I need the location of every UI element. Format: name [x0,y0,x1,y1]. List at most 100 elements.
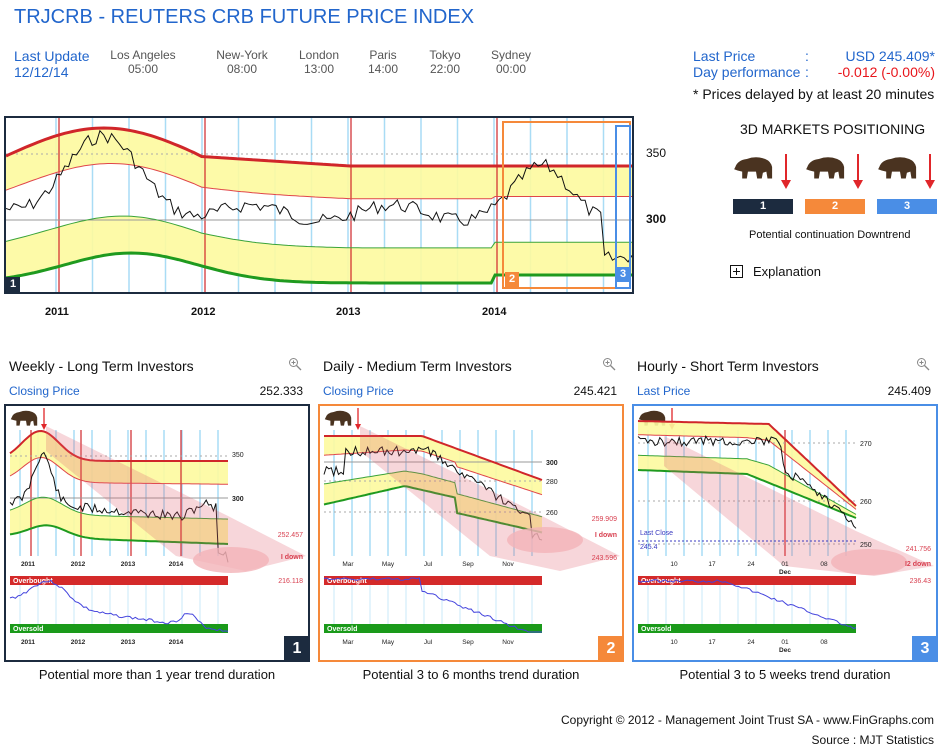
overbought-bar [324,576,542,585]
oscillator-line [323,577,542,633]
panel-title: Weekly - Long Term Investors [9,358,194,374]
x-tick-label: 24 [747,561,755,568]
price-line [9,451,229,563]
main-x-tick-2013: 2013 [336,306,361,318]
city-clock-los-angeles: Los Angeles 05:00 [98,48,188,76]
oscillator-x-tick: 08 [820,639,828,646]
lower-band-fill [6,216,632,283]
down-arrow-icon [781,154,791,189]
horizon-2-badge: 2 [805,199,865,214]
city-clock-paris: Paris 14:00 [338,48,428,76]
overbought-bar [10,576,228,585]
zoom-in-icon[interactable] [288,357,302,371]
horizon-3-badge: 3 [877,199,937,214]
last-price-value: USD 245.409* [845,48,935,64]
x-tick-label: Jul [424,561,433,568]
delay-note: * Prices delayed by at least 20 minutes [693,86,935,102]
target-low-value: 243.596 [592,555,617,562]
last-update-date: 12/12/14 [14,64,69,80]
target-zone [831,549,907,575]
overbought-label: Overbought [13,578,53,585]
source: Source : MJT Statistics [811,733,934,747]
panel-title: Hourly - Short Term Investors [637,358,819,374]
positioning-title: 3D MARKETS POSITIONING [740,121,926,137]
panel-caption: Potential 3 to 6 months trend duration [362,667,580,682]
main-chart[interactable] [4,116,634,294]
lower-band-fill [638,455,856,518]
y-tick-label: 270 [860,441,872,448]
oscillator-x-tick: 2011 [21,639,35,646]
upper-inner-line [6,163,632,200]
panel-number-badge: 1 [284,636,310,662]
trend-channel [664,436,934,576]
panel-number-badge: 3 [912,636,938,662]
target-low-value: 236.43 [910,578,932,585]
horizon-1-panel[interactable]: 350 300 252.457 I down 216.118 2011 2012 2013 20… [4,404,310,662]
explanation-toggle[interactable]: Explanation [730,264,821,279]
last-close-value: 245.4 [640,544,658,551]
oscillator-x-tick: 17 [708,639,716,646]
last-close-label: Last Close [640,530,673,537]
day-performance-value: -0.012 (-0.00%) [837,64,935,80]
x-tick-label: 08 [820,561,828,568]
city-name: Paris [369,48,397,62]
oscillator-x-tick: May [382,639,395,646]
panel-chart: 350 300 252.457 I down 216.118 2011 2012 2013 20… [9,408,306,646]
copyright: Copyright © 2012 - Management Joint Trus… [561,713,934,727]
day-performance-row: Day performance : -0.012 (-0.00%) [693,64,935,80]
target-high-value: 259.909 [592,516,617,523]
city-clock-sydney: Sydney 00:00 [466,48,556,76]
price-value: 245.421 [573,384,617,398]
lower-inner-line [323,470,543,518]
city-clock-london: London 13:00 [274,48,364,76]
zoom-in-icon[interactable] [916,357,930,371]
upper-band-line [324,435,543,481]
oscillator-x-month: Dec [779,647,791,654]
oscillator-x-tick: 10 [670,639,678,646]
lower-band-line [323,485,543,534]
colon: : [805,48,809,64]
main-chart-plot [6,118,632,292]
y-tick-label: 280 [546,479,558,486]
oscillator-x-tick: 2013 [121,639,136,646]
main-x-tick-2014: 2014 [482,306,507,318]
horizon-badge-2: 2 [505,272,519,287]
bear-icon [805,152,865,192]
oscillator-x-tick: Nov [502,639,514,646]
horizon-3-panel[interactable]: 270 260 250 241.756 I2 down 236.43 Last Close 2… [632,404,938,662]
oversold-bar [324,624,542,633]
page-title: TRJCRB - REUTERS CRB FUTURE PRICE INDEX [14,6,475,28]
down-arrow-head [355,424,361,430]
oversold-label: Oversold [13,626,43,633]
down-arrow-icon [853,154,863,189]
quote-box: Last Price : USD 245.409* Day performanc… [693,48,935,80]
oscillator-x-tick: Sep [462,639,474,646]
down-arrow-icon [925,154,935,189]
explanation-label[interactable]: Explanation [753,264,821,279]
upper-band-line [6,126,632,168]
oscillator-x-tick: Jul [424,639,433,646]
panel-chart: 270 260 250 241.756 I2 down 236.43 Last Close 2… [637,408,934,654]
horizon-2-panel[interactable]: 300 280 260 259.909 I down 243.596 Mar May Jul Se… [318,404,624,662]
panel-caption: Potential 3 to 5 weeks trend duration [679,667,891,682]
x-tick-label: Nov [502,561,514,568]
panel-number-badge: 2 [598,636,624,662]
x-tick-label: 10 [670,561,678,568]
x-tick-label: Sep [462,561,474,568]
colon: : [805,64,809,80]
y-tick-label: 260 [860,499,872,506]
horizon-3-window [615,125,631,289]
oscillator-line [637,579,857,629]
oscillator-x-tick: 2012 [71,639,86,646]
city-clock-tokyo: Tokyo 22:00 [400,48,490,76]
x-tick-label: 2012 [71,561,86,568]
oscillator-x-tick: 2014 [169,639,184,646]
last-price-label: Last Price [693,48,756,64]
expand-plus-icon[interactable] [730,265,743,278]
upper-inner-line [323,449,543,496]
price-label: Last Price [637,384,691,398]
price-label: Closing Price [9,384,80,398]
zoom-in-icon[interactable] [602,357,616,371]
panel-chart: 300 280 260 259.909 I down 243.596 Mar May Jul Se… [323,408,620,646]
city-clock-new-york: New-York 08:00 [197,48,287,76]
